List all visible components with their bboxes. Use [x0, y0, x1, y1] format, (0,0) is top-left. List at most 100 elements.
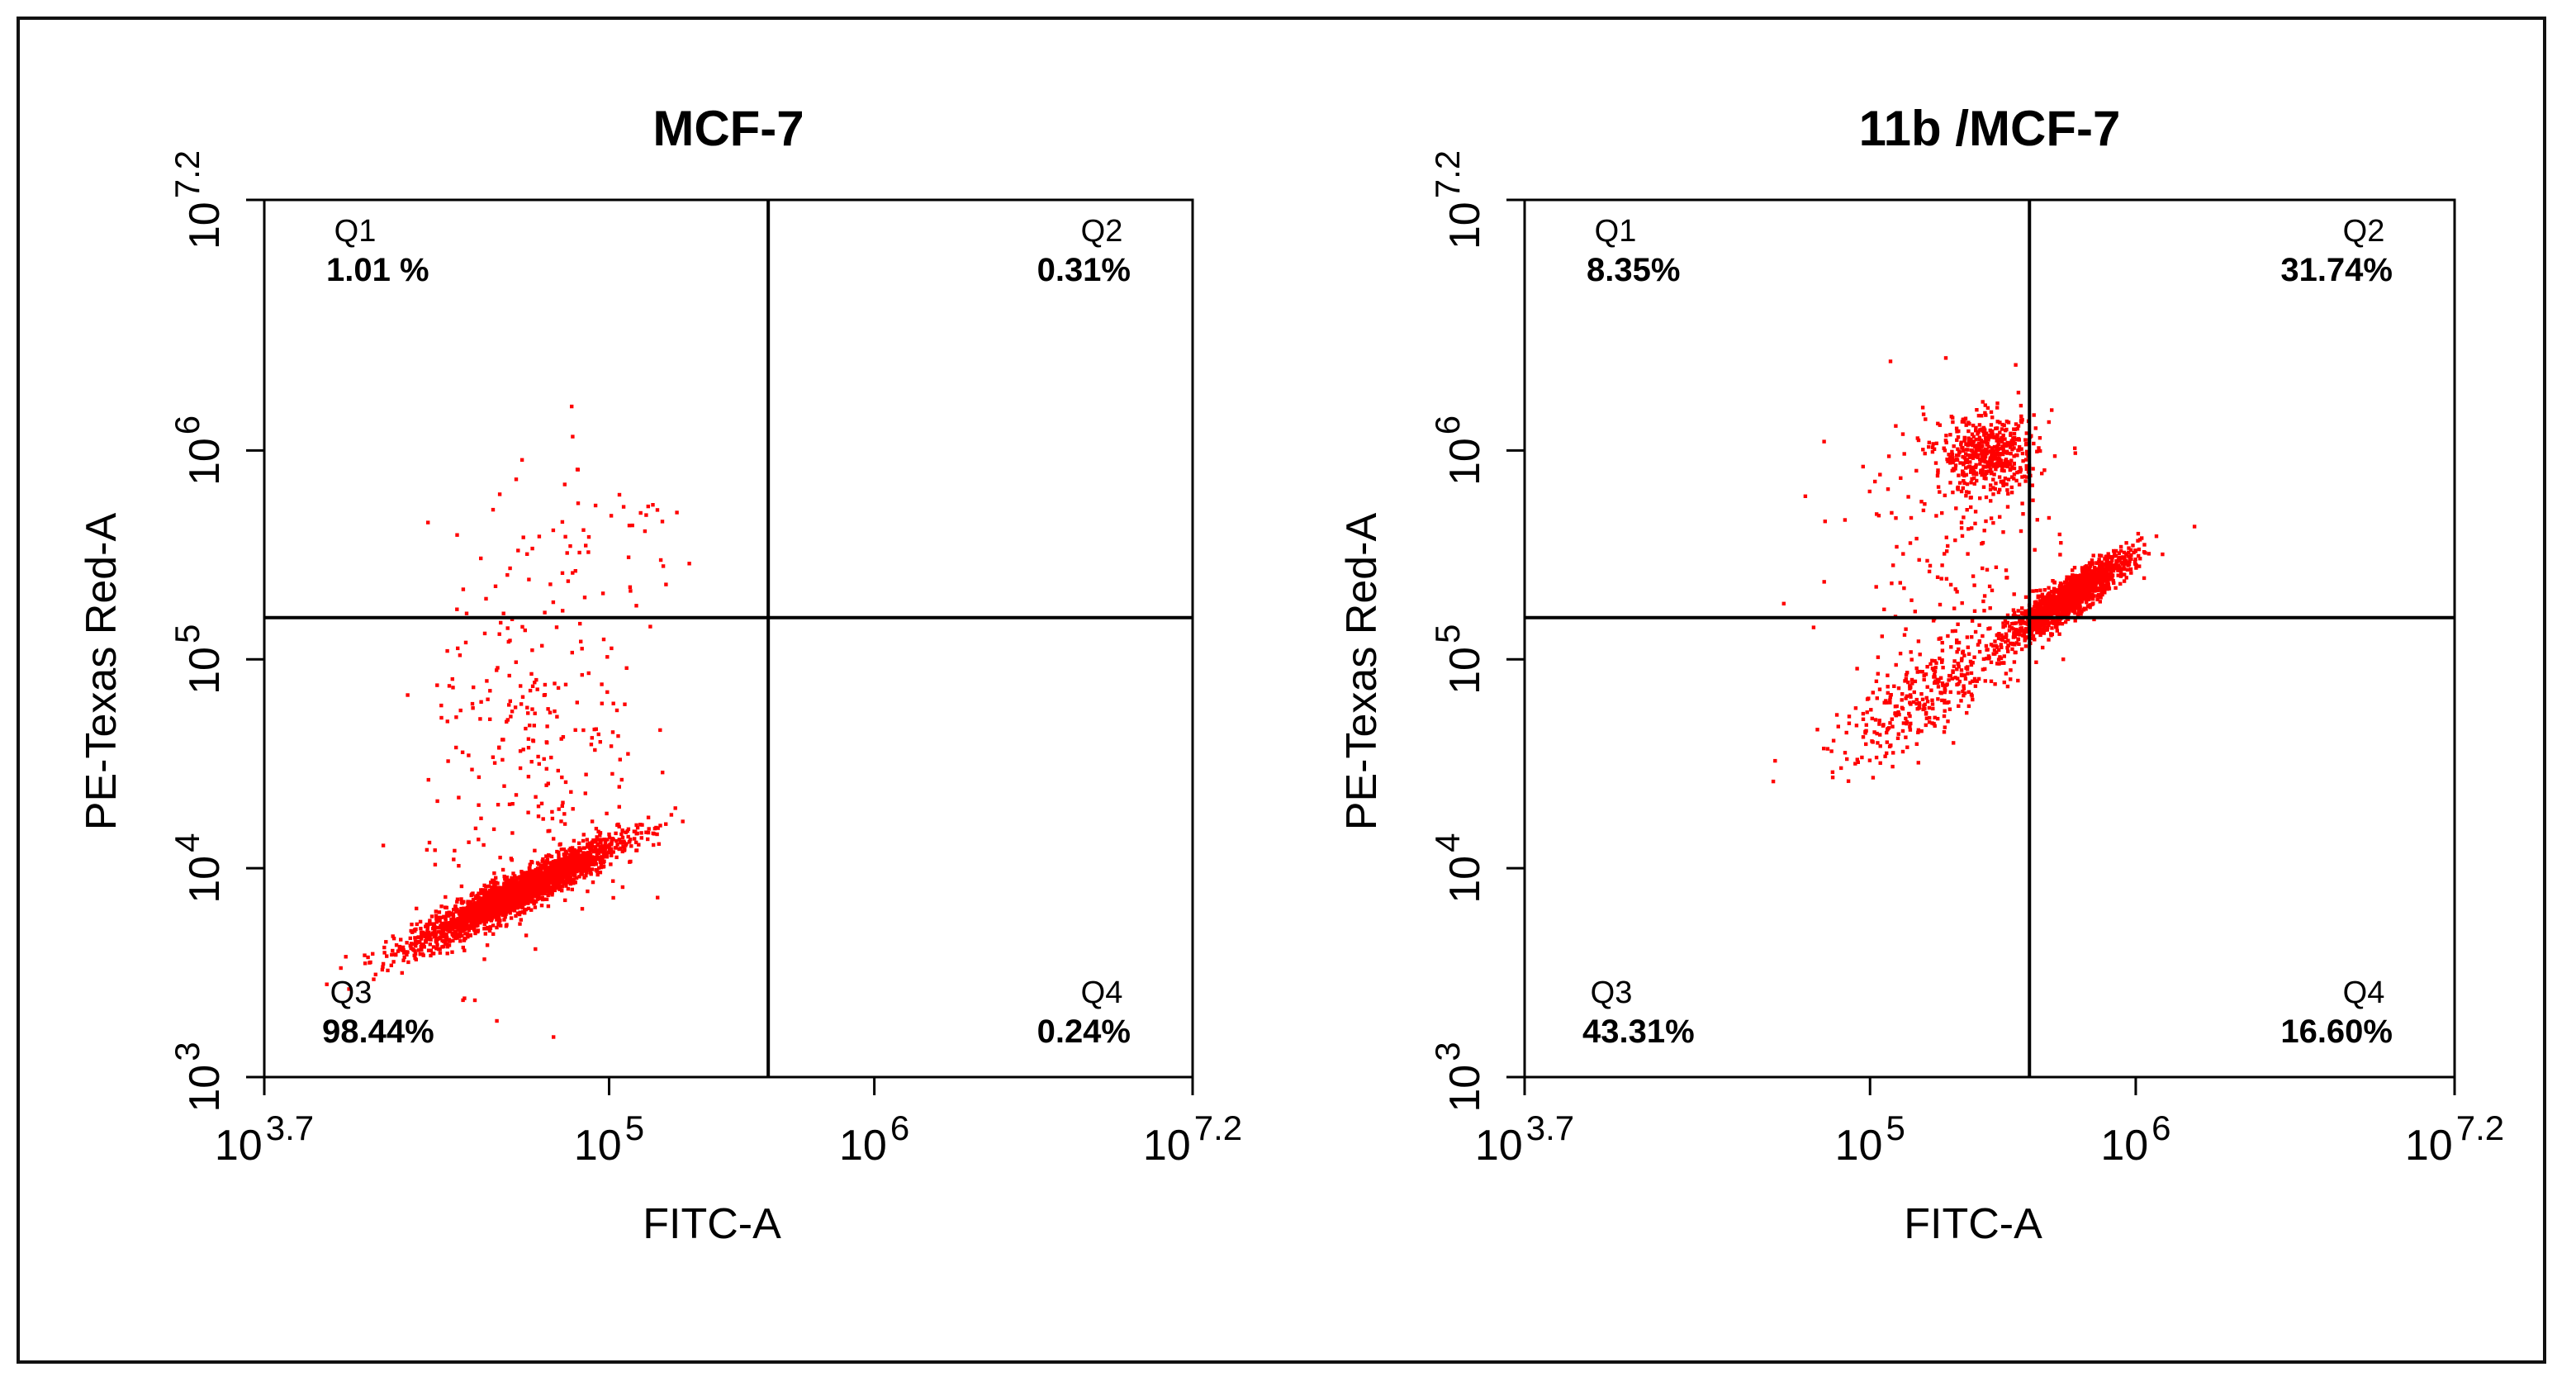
scatter-point	[543, 682, 548, 687]
scatter-point	[464, 611, 469, 615]
scatter-point	[451, 686, 455, 690]
scatter-point	[458, 914, 463, 918]
scatter-point	[481, 888, 485, 892]
scatter-point	[1974, 463, 1978, 468]
scatter-point	[2122, 567, 2127, 572]
scatter-point	[2034, 589, 2038, 593]
scatter-point	[482, 911, 486, 915]
scatter-point	[655, 508, 660, 512]
scatter-point	[549, 755, 553, 760]
scatter-point	[2031, 498, 2035, 502]
scatter-point	[520, 899, 524, 903]
scatter-point	[1982, 476, 1986, 481]
scatter-point	[381, 961, 386, 966]
scatter-point	[614, 708, 619, 713]
scatter-point	[450, 922, 454, 926]
scatter-point	[2031, 624, 2035, 628]
scatter-point	[429, 953, 433, 958]
scatter-point	[635, 825, 640, 830]
scatter-point	[532, 890, 536, 894]
scatter-point	[513, 881, 517, 885]
scatter-point	[444, 932, 448, 937]
scatter-point	[505, 718, 510, 722]
scatter-point	[477, 838, 481, 842]
scatter-point	[497, 913, 501, 917]
scatter-point	[2001, 483, 2005, 487]
scatter-point	[626, 834, 630, 839]
scatter-point	[2056, 596, 2060, 600]
scatter-point	[523, 628, 527, 633]
scatter-point	[2104, 554, 2109, 558]
scatter-point	[2037, 630, 2042, 634]
scatter-point	[2046, 608, 2051, 613]
scatter-point	[1995, 464, 1999, 469]
scatter-point	[2083, 565, 2087, 569]
scatter-point	[2016, 609, 2020, 613]
scatter-point	[391, 937, 396, 941]
scatter-point	[2038, 620, 2042, 625]
scatter-point	[577, 846, 581, 850]
scatter-point	[525, 887, 530, 891]
scatter-point	[549, 891, 554, 895]
scatter-point	[2016, 449, 2020, 453]
scatter-point	[2129, 557, 2133, 561]
scatter-point	[2080, 587, 2085, 591]
scatter-point	[2128, 567, 2133, 572]
scatter-point	[2110, 558, 2114, 562]
scatter-point	[1971, 451, 1976, 455]
scatter-point	[465, 932, 470, 937]
scatter-point	[538, 868, 543, 872]
scatter-point	[2131, 543, 2135, 548]
scatter-point	[2009, 485, 2014, 490]
scatter-point	[1998, 420, 2002, 425]
scatter-point	[457, 909, 462, 914]
scatter-point	[476, 923, 480, 928]
scatter-point	[2024, 442, 2028, 446]
scatter-point	[2046, 625, 2050, 630]
scatter-point	[1999, 458, 2004, 463]
scatter-point	[2085, 604, 2090, 608]
scatter-point	[564, 866, 568, 871]
scatter-point	[463, 936, 467, 941]
scatter-point	[2071, 573, 2075, 577]
scatter-point	[524, 726, 528, 731]
scatter-point	[2119, 561, 2124, 565]
scatter-point	[644, 513, 648, 517]
scatter-point	[605, 690, 610, 695]
scatter-point	[514, 660, 518, 664]
scatter-point	[2136, 531, 2141, 536]
scatter-point	[536, 866, 540, 871]
scatter-point	[2090, 577, 2094, 582]
scatter-point	[2100, 563, 2104, 567]
scatter-point	[1962, 456, 1966, 460]
scatter-point	[509, 714, 513, 719]
scatter-point	[2048, 620, 2052, 625]
scatter-point	[602, 838, 607, 842]
scatter-point	[1972, 470, 1976, 474]
scatter-point	[2034, 611, 2039, 615]
scatter-point	[2082, 579, 2087, 583]
scatter-point	[2040, 472, 2044, 476]
scatter-point	[617, 805, 621, 809]
scatter-point	[566, 856, 571, 861]
scatter-point	[562, 879, 567, 883]
scatter-point	[458, 653, 463, 657]
scatter-point	[554, 861, 558, 865]
scatter-point	[2066, 581, 2070, 586]
scatter-point	[454, 933, 458, 937]
scatter-point	[1993, 457, 1997, 461]
scatter-point	[445, 942, 449, 947]
scatter-point	[664, 582, 668, 586]
y-tick-base: 10	[181, 1065, 229, 1113]
scatter-point	[605, 811, 609, 816]
scatter-point	[456, 928, 460, 932]
scatter-point	[486, 925, 490, 930]
scatter-point	[2073, 619, 2077, 623]
scatter-point	[566, 876, 570, 880]
scatter-point	[2060, 606, 2065, 610]
scatter-point	[465, 905, 470, 909]
scatter-point	[479, 816, 483, 820]
scatter-point	[529, 899, 534, 903]
scatter-point	[496, 803, 500, 807]
scatter-point	[382, 945, 387, 950]
